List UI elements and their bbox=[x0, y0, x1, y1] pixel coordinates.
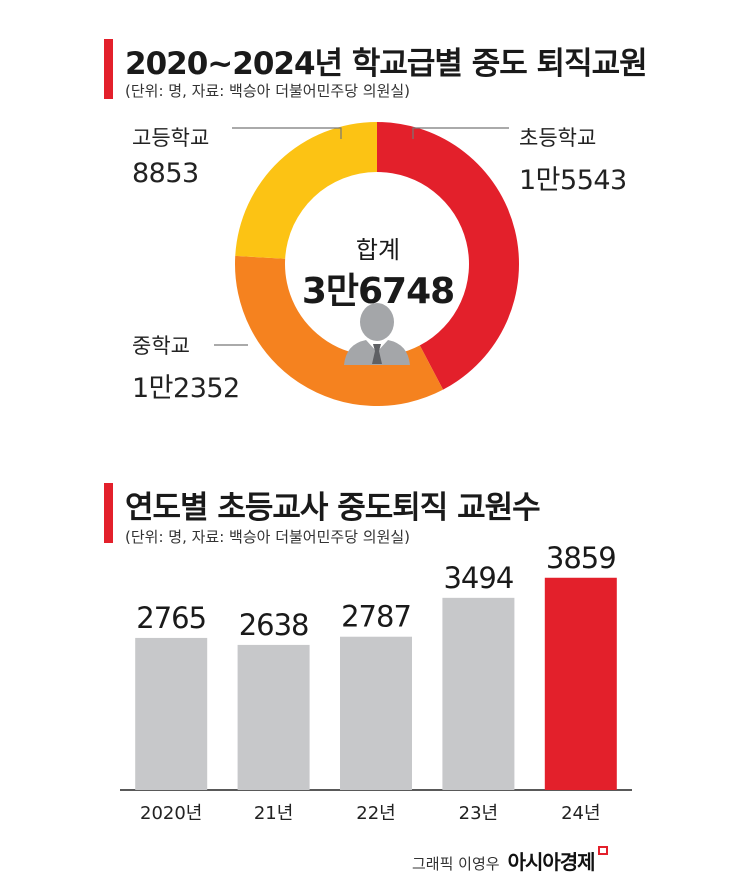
bar-title-accent-bar bbox=[104, 483, 113, 543]
donut-label-high-name: 고등학교 bbox=[132, 126, 210, 150]
donut-label-high-value: 8853 bbox=[132, 158, 199, 189]
bar-2 bbox=[340, 636, 412, 790]
donut-slice-elementary bbox=[377, 122, 519, 390]
donut-title-accent-bar bbox=[104, 39, 113, 99]
bar-1 bbox=[237, 644, 310, 790]
donut-label-elementary: 초등학교 1만5543 bbox=[519, 122, 627, 197]
bar-value-label-1: 2638 bbox=[239, 608, 309, 642]
bar-category-label-2: 22년 bbox=[356, 803, 395, 824]
bar-unit-source: (단위: 명, 자료: 백승아 더불어민주당 의원실) bbox=[125, 528, 411, 546]
leader-high bbox=[232, 127, 342, 139]
donut-label-middle-name: 중학교 bbox=[132, 334, 190, 358]
donut-unit-source: (단위: 명, 자료: 백승아 더불어민주당 의원실) bbox=[125, 82, 411, 100]
bar-value-label-4: 3859 bbox=[546, 541, 616, 575]
donut-slice-middle bbox=[235, 255, 444, 406]
donut-label-elementary-value: 1만5543 bbox=[519, 165, 627, 196]
credit: 그래픽 이영우 아시아경제 bbox=[412, 846, 608, 875]
donut-label-high: 고등학교 8853 bbox=[132, 122, 209, 189]
bar-title: 연도별 초등교사 중도퇴직 교원수 bbox=[125, 490, 541, 526]
donut-total-label: 합계 bbox=[355, 236, 401, 264]
credit-byline: 그래픽 이영우 bbox=[412, 855, 500, 873]
donut-total-value: 3만6748 bbox=[301, 271, 455, 312]
donut-title: 2020~2024년 학교급별 중도 퇴직교원 bbox=[125, 46, 648, 82]
donut-label-middle: 중학교 1만2352 bbox=[132, 330, 240, 405]
bar-category-label-1: 21년 bbox=[254, 803, 293, 824]
bar-category-label-3: 23년 bbox=[459, 803, 498, 824]
bar-category-label-4: 24년 bbox=[561, 803, 600, 824]
leader-elementary bbox=[412, 127, 509, 139]
donut-label-middle-value: 1만2352 bbox=[132, 373, 240, 404]
bar-3 bbox=[442, 597, 515, 790]
person-silhouette-icon bbox=[344, 303, 410, 365]
bar-value-label-2: 2787 bbox=[341, 600, 411, 634]
bar-value-label-0: 2765 bbox=[136, 601, 206, 635]
bar-0 bbox=[135, 637, 208, 790]
logo-mark-icon bbox=[597, 846, 608, 855]
donut-label-elementary-name: 초등학교 bbox=[519, 126, 597, 150]
bar-4 bbox=[544, 577, 617, 790]
bar-category-label-0: 2020년 bbox=[140, 803, 202, 824]
bar-value-label-3: 3494 bbox=[443, 561, 513, 595]
donut-slice-high bbox=[235, 122, 377, 259]
publisher-logo: 아시아경제 bbox=[507, 850, 596, 874]
